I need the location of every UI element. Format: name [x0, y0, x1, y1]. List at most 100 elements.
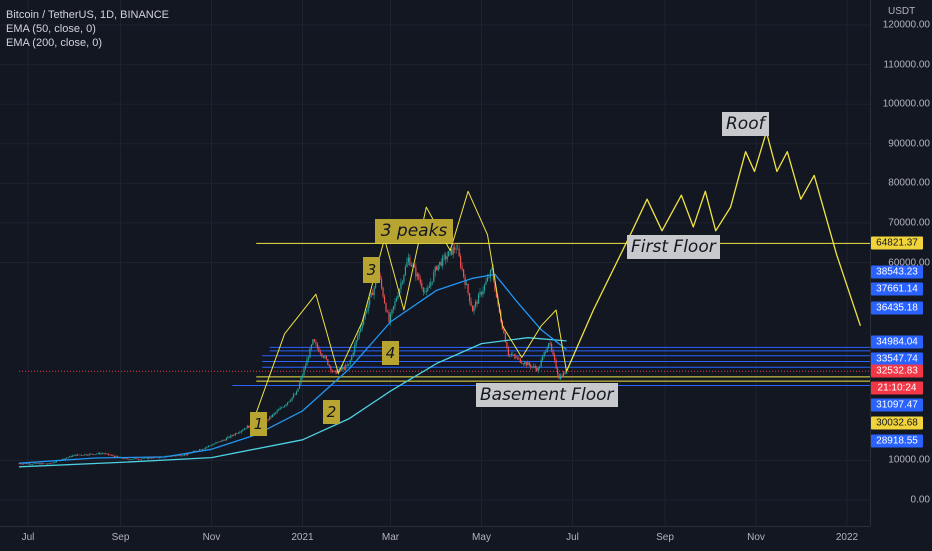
candle-body [25, 463, 28, 465]
candle-body [369, 297, 371, 305]
candle-body [46, 463, 48, 465]
candle-body [73, 454, 75, 456]
candle-body [437, 264, 439, 270]
candle-body [116, 455, 119, 457]
candle-body [348, 364, 350, 366]
candle-body [363, 318, 365, 325]
candle-body [203, 448, 205, 450]
candle-body [316, 343, 319, 348]
candle-body [288, 401, 290, 403]
candle-body [562, 372, 565, 377]
candle-body [45, 463, 47, 465]
candle-body [319, 351, 321, 354]
candle-body [401, 281, 404, 283]
wave-3-label: 3 [363, 257, 380, 283]
candle-body [509, 354, 511, 356]
y-tick-label: 120000.00 [882, 19, 930, 31]
candle-body [471, 306, 474, 312]
candle-body [233, 435, 235, 436]
candle-body [133, 458, 135, 460]
candle-body [454, 247, 456, 250]
candle-body [115, 455, 117, 457]
candle-body [240, 430, 242, 433]
candle-body [221, 440, 223, 442]
candle-body [554, 354, 556, 360]
price-badge: 32532.83 [871, 364, 923, 378]
candle-body [555, 359, 557, 369]
candle-body [373, 287, 375, 296]
candle-body [181, 455, 183, 457]
x-tick-label: Nov [747, 532, 765, 543]
price-badge: 21:10:24 [871, 381, 923, 395]
candle-body [97, 452, 99, 454]
candle-body [242, 429, 244, 431]
candle-body [37, 463, 40, 464]
candle-body [236, 433, 238, 434]
candle-body [542, 355, 544, 361]
projection-line [565, 131, 862, 372]
candle-body [374, 281, 377, 288]
candle-body [148, 457, 150, 459]
candle-body [434, 266, 436, 273]
candle-body [391, 309, 393, 314]
candle-body [433, 272, 435, 282]
time-scale[interactable] [0, 526, 870, 551]
candle-body [61, 458, 63, 461]
first-floor-label: First Floor [627, 235, 720, 259]
price-badge: 28918.55 [871, 434, 923, 448]
candle-body [416, 273, 418, 277]
price-badge: 37661.14 [871, 282, 923, 296]
candle-body [463, 269, 465, 277]
candle-body [403, 275, 405, 282]
candle-body [524, 362, 526, 365]
candle-body [300, 377, 302, 384]
candle-body [546, 348, 548, 353]
price-scale[interactable] [870, 0, 932, 526]
candle-body [389, 313, 392, 323]
candle-body [51, 462, 53, 464]
candle-body [440, 261, 442, 266]
wave-4-label: 4 [382, 341, 399, 365]
candle-body [94, 454, 96, 455]
candle-body [213, 443, 216, 445]
candle-body [442, 256, 444, 266]
candle-body [304, 365, 307, 369]
candle-body [559, 375, 562, 379]
candle-body [231, 435, 233, 436]
price-badge: 36435.18 [871, 301, 923, 315]
candle-body [494, 280, 496, 291]
candle-body [551, 344, 553, 351]
candle-body [410, 265, 412, 267]
candle-body [219, 441, 222, 442]
candle-body [170, 456, 172, 457]
candle-body [400, 282, 402, 289]
candle-body [489, 270, 492, 278]
candle-body [349, 360, 351, 365]
price-badge: 64821.37 [871, 236, 923, 250]
candle-body [182, 455, 184, 457]
candle-body [367, 304, 369, 312]
candle-body [495, 290, 498, 298]
candle-body [388, 312, 390, 323]
candle-body [343, 367, 345, 370]
candle-body [518, 357, 520, 359]
candle-body [548, 343, 550, 349]
y-tick-label: 60000.00 [888, 257, 930, 268]
candle-body [372, 292, 374, 296]
candle-body [48, 463, 50, 464]
candle-body [30, 464, 32, 465]
candle-body [142, 458, 144, 459]
y-tick-label: 110000.00 [883, 59, 930, 71]
candle-body [324, 356, 326, 358]
candle-body [536, 368, 538, 371]
candle-body [291, 397, 293, 401]
candle-body [230, 435, 232, 438]
candle-body [425, 291, 427, 292]
price-badge: 38543.23 [871, 265, 923, 279]
candle-body [76, 454, 78, 456]
candle-body [379, 274, 381, 280]
candle-body [422, 287, 424, 292]
candle-body [413, 265, 415, 268]
candle-body [99, 452, 101, 455]
